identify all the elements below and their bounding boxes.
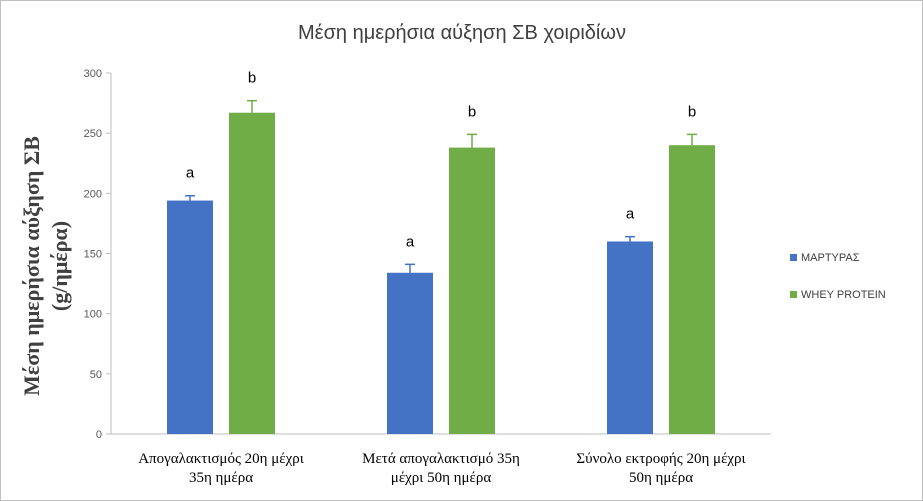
- bar: [607, 241, 653, 434]
- legend-label: ΜΑΡΤΥΡΑΣ: [801, 252, 860, 264]
- legend: ΜΑΡΤΥΡΑΣ WHEY PROTEIN: [790, 252, 886, 301]
- y-tick-label: 150: [84, 249, 102, 261]
- legend-swatch: [790, 291, 797, 298]
- bar: [449, 147, 495, 434]
- bar: [167, 200, 213, 434]
- plot-area: 0 50 100 150 200 250 300 a b Απογαλακτισμός 20η μ…: [84, 68, 771, 486]
- bar: [229, 112, 275, 435]
- chart-title: Μέση ημερήσια αύξηση ΣΒ χοιριδίων: [298, 22, 626, 44]
- bar: [669, 145, 715, 434]
- data-label: a: [186, 165, 195, 182]
- y-axis-label: Μέση ημερήσια αύξηση ΣΒ: [19, 136, 44, 396]
- y-tick-label: 100: [84, 309, 102, 321]
- data-label: b: [248, 70, 256, 87]
- x-category-label: 35η ημέρα: [189, 470, 253, 486]
- x-category-label: Απογαλακτισμός 20η μέχρι: [138, 451, 304, 467]
- bar: [387, 272, 433, 434]
- x-category-label: 50η ημέρα: [629, 470, 693, 486]
- data-label: a: [626, 206, 635, 223]
- y-tick-label: 0: [96, 429, 102, 441]
- data-label: b: [688, 103, 696, 120]
- legend-label: WHEY PROTEIN: [801, 289, 886, 301]
- x-category-label: Μετά απογαλακτισμό 35η: [362, 451, 520, 467]
- y-tick-label: 300: [84, 68, 102, 80]
- data-label: a: [406, 233, 415, 250]
- y-tick-label: 250: [84, 128, 102, 140]
- data-label: b: [468, 103, 476, 120]
- y-tick-label: 200: [84, 188, 102, 200]
- y-axis-unit: (g/ημέρα): [47, 221, 72, 311]
- y-tick-label: 50: [90, 369, 102, 381]
- x-category-label: μέχρι 50η ημέρα: [391, 470, 492, 486]
- legend-swatch: [790, 254, 797, 261]
- x-category-label: Σύνολο εκτροφής 20η μέχρι: [576, 451, 745, 467]
